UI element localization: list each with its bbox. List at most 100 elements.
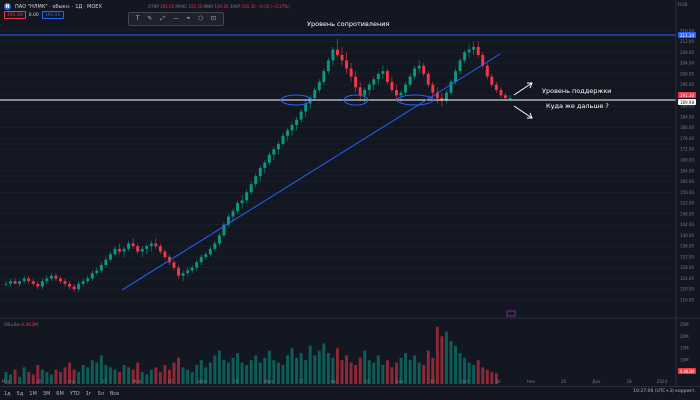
buy-button[interactable]: 191.50 [41,11,64,19]
period-1[interactable]: 5д [16,390,24,397]
toolbar-tool-0[interactable]: T [135,15,140,22]
candle-body [485,65,489,77]
volume-bar [86,367,90,384]
period-8[interactable]: Все [109,390,120,397]
time-tick: 2024 [657,379,668,384]
volume-bar [299,353,303,384]
period-4[interactable]: 6М [56,390,64,397]
toolbar-tool-2[interactable]: ⤢ [160,15,166,22]
candle-body [181,273,185,276]
time-axis[interactable]: Мар 20 Апр 17 Май 16 Июн 19 Июл 17 Авг 14 Сен 18 Окт 16… [2,379,668,384]
toolbar-tool-4[interactable]: ⌖ [186,15,191,22]
drawing-toolbar: T ✎ ⤢ — ⌖ ⬡ ⊡ [128,12,224,26]
candle-body [249,184,253,193]
candle-body [104,259,108,265]
volume-bar [440,336,444,384]
volume-bar [304,360,308,384]
candle-body [236,203,240,212]
candle-body [136,246,140,252]
volume-bar [222,360,226,384]
volume-legend[interactable]: Объём 4.463M [4,323,38,328]
toolbar-tool-5[interactable]: ⬡ [197,15,204,22]
time-tick: Авг [330,379,337,384]
clock[interactable]: 10:27:06 (UTC+3) [633,389,674,394]
support-circle-2[interactable] [343,94,369,106]
period-7[interactable]: 5л [97,390,104,397]
support-circle-1[interactable] [280,94,312,106]
volume-bar [399,357,403,384]
adjust-mode[interactable]: коррект. [675,389,696,394]
volume-bars [4,326,498,384]
period-0[interactable]: 1д [4,390,11,397]
candle-body [326,60,330,72]
period-3[interactable]: 3М [42,390,51,397]
currency-label[interactable]: RUB [678,3,688,8]
volume-bar [358,357,362,384]
period-2[interactable]: 1М [29,390,37,397]
collapse-pane-icon[interactable] [506,310,516,317]
candle-body [213,243,217,249]
resistance-annotation[interactable]: Уровень сопротивления [307,20,390,28]
candle-body [426,73,430,85]
symbol-logo-icon[interactable]: N [4,3,11,10]
candle-body [376,73,380,80]
candle-body [331,49,335,61]
volume-bar [263,357,267,384]
price-tick: 152.00 [680,201,694,206]
price-tick: 200.00 [680,71,694,76]
volume-bar [331,357,335,384]
candle-body [222,224,226,236]
arrow-up[interactable] [513,82,533,96]
time-tick: Ноя [527,379,535,384]
candle-body [36,283,40,287]
arrow-down[interactable] [513,105,533,119]
time-tick: Дек [592,379,601,384]
support-annotation[interactable]: Уровень поддержки [542,87,612,95]
support-price-tag: 189.98 [678,99,696,105]
candle-body [322,71,326,82]
support-circle-3[interactable] [396,94,434,106]
candle-body [413,68,417,77]
toolbar-tool-1[interactable]: ✎ [147,15,153,22]
volume-bar [31,374,35,384]
period-6[interactable]: 1г [85,390,92,397]
candle-body [381,71,385,74]
volume-bar [317,350,321,384]
candle-body [444,92,448,101]
candle-body [299,111,303,120]
price-tick: 128.00 [680,265,694,270]
candle-body [77,283,81,290]
candle-body [140,248,144,252]
volume-bar [372,362,376,384]
question-annotation[interactable]: Куда же дальше ? [546,102,609,110]
volume-bar [458,353,462,384]
volume-bar [217,350,221,384]
candle-body [358,87,362,96]
time-tick: 18 [430,379,436,384]
volume-bar [322,343,326,384]
price-tick: 180.00 [680,125,694,130]
period-5[interactable]: YTD [69,390,80,397]
candle-body [90,273,94,279]
time-tick: Май [133,379,142,384]
volume-tick: 20M [680,334,689,339]
volume-bar [213,355,217,384]
trend-line[interactable] [121,53,501,291]
candle-body [449,81,453,93]
volume-axis[interactable]: 25M20M15M10M5M [680,322,689,375]
toolbar-tool-3[interactable]: — [172,15,179,22]
toolbar-tool-6[interactable]: ⊡ [211,15,217,22]
candle-body [204,254,208,257]
symbol-title[interactable]: ПАО "НЛМК" · обыкн. · 1Д · MOEX [15,3,102,10]
time-tick: 20 [561,379,567,384]
time-tick: 17 [299,379,305,384]
volume-bar [326,353,330,384]
price-axis[interactable]: 216.00212.00208.00204.00200.00196.00192.… [680,28,694,302]
volume-bar [463,357,467,384]
volume-bar [367,360,371,384]
volume-bar [9,374,13,384]
volume-bar [45,372,49,384]
price-tick: 116.00 [680,298,694,303]
sell-button[interactable]: 191.50 [4,11,26,19]
